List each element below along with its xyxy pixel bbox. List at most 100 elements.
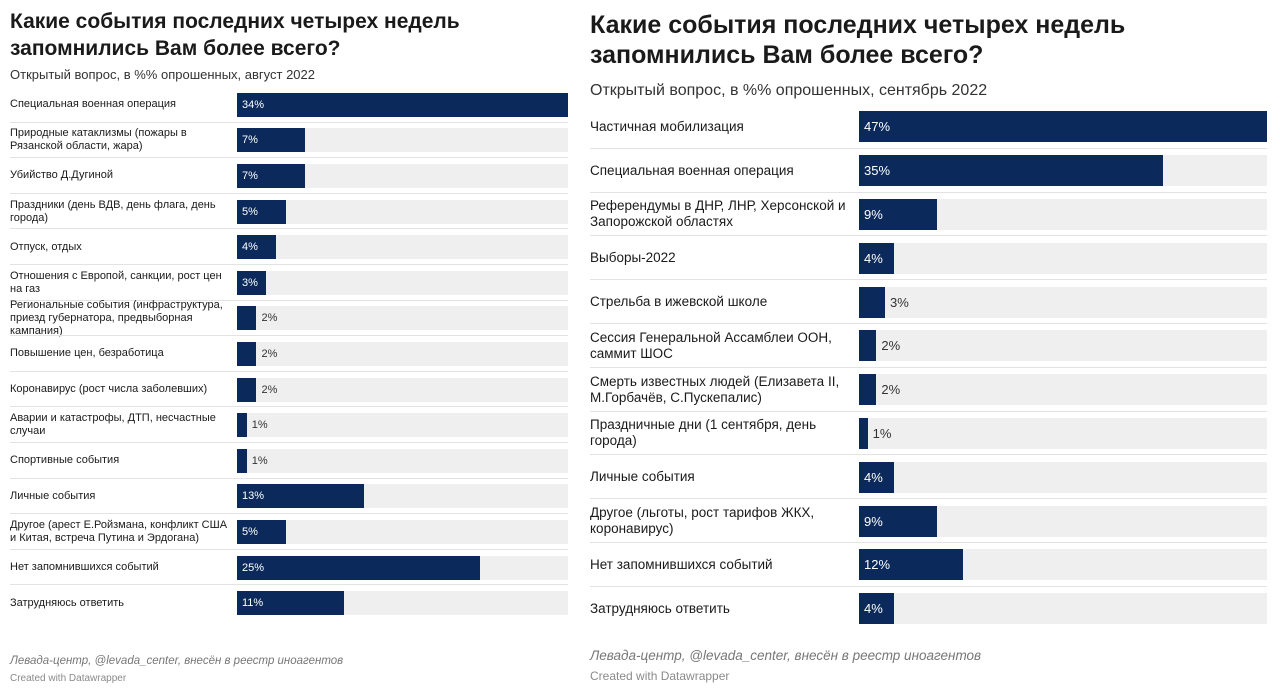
bar (237, 306, 257, 331)
datawrapper-credit: Created with Datawrapper (10, 673, 127, 684)
bar (859, 417, 868, 449)
value-label: 7% (242, 134, 258, 147)
category-label: Спортивные события (10, 454, 120, 467)
bar-row: Личные события 4% (580, 455, 1267, 500)
row-separator (10, 548, 568, 550)
bar (859, 505, 938, 537)
chart-title: Какие события последних четырех недель з… (590, 11, 1126, 69)
value-label: 4% (864, 601, 883, 617)
bar-row: Референдумы в ДНР, ЛНР, Херсонской и Зап… (580, 193, 1267, 237)
category-label: Отношения с Европой, санкции, рост цен н… (10, 269, 222, 295)
value-label: 2% (261, 312, 278, 325)
category-label: Убийство Д.Дугиной (10, 169, 113, 182)
bar (237, 377, 257, 402)
category-label: Другое (льготы, рост тарифов ЖКХ, корона… (590, 505, 815, 537)
value-label: 1% (251, 454, 268, 467)
bar-track: 3% (859, 286, 1267, 318)
row-separator (10, 228, 568, 230)
bar-row: Затрудняюсь ответить 4% (580, 587, 1267, 631)
bar-track: 4% (859, 461, 1267, 493)
bar-track: 13% (237, 484, 568, 509)
bar-track: 2% (859, 330, 1267, 362)
category-label: Региональные события (инфраструктура, пр… (10, 298, 223, 337)
source-note: Левада-центр, @levada_center, внесён в р… (590, 648, 982, 663)
bar-row: Стрельба в ижевской школе 3% (580, 280, 1267, 324)
bar-track: 2% (237, 341, 568, 366)
row-separator (590, 235, 1267, 237)
bar-row: Выборы-2022 4% (580, 236, 1267, 281)
bar (859, 111, 1267, 143)
bar (859, 330, 877, 362)
value-label: 1% (251, 419, 268, 432)
category-label: Нет запомнившихся событий (10, 561, 159, 574)
bar (237, 128, 306, 153)
bar-row: Праздники (день ВДВ, день флага, день го… (0, 194, 568, 230)
bar (859, 242, 894, 274)
category-label: Аварии и катастрофы, ДТП, несчастные слу… (10, 412, 216, 438)
bar (237, 555, 481, 580)
category-label: Специальная военная операция (10, 98, 176, 111)
bar-track: 35% (859, 155, 1267, 187)
bar-track: 4% (859, 242, 1267, 274)
category-label: Затрудняюсь ответить (10, 596, 125, 609)
bar (237, 413, 247, 438)
bar (859, 549, 964, 581)
row-separator (10, 477, 568, 479)
value-label: 2% (881, 338, 901, 354)
bar-row: Другое (льготы, рост тарифов ЖКХ, корона… (580, 499, 1267, 543)
category-label: Повышение цен, безработица (10, 347, 164, 360)
bar-row: Сессия Генеральной Ассамблеи ООН, саммит… (580, 324, 1267, 368)
value-label: 4% (864, 250, 883, 266)
bar (237, 92, 568, 117)
category-label: Смерть известных людей (Елизавета II, М.… (590, 373, 840, 405)
row-separator (10, 157, 568, 159)
bar-row: Праздничные дни (1 сентября, день города… (580, 412, 1267, 456)
bar-row: Повышение цен, безработица 2% (0, 336, 568, 372)
row-separator (590, 191, 1267, 193)
bar-track: 34% (237, 92, 568, 117)
value-label: 9% (864, 206, 883, 222)
bar-row: Смерть известных людей (Елизавета II, М.… (580, 368, 1267, 412)
row-separator (10, 263, 568, 265)
bar-track: 4% (237, 235, 568, 260)
bar-row: Частичная мобилизация 47% (580, 105, 1267, 149)
row-separator (10, 299, 568, 301)
bar-track: 1% (237, 448, 568, 473)
row-separator (590, 410, 1267, 412)
bar-row: Региональные события (инфраструктура, пр… (0, 298, 568, 337)
category-label: Референдумы в ДНР, ЛНР, Херсонской и Зап… (590, 198, 846, 230)
datawrapper-credit: Created with Datawrapper (590, 669, 730, 683)
value-label: 3% (242, 276, 258, 289)
bar-row: Природные катаклизмы (пожары в Рязанской… (0, 123, 568, 159)
bar-track: 5% (237, 199, 568, 224)
bar (859, 593, 894, 625)
bar-track: 4% (859, 593, 1267, 625)
category-label: Частичная мобилизация (590, 118, 744, 134)
bar-row: Убийство Д.Дугиной 7% (0, 158, 568, 194)
bar-row: Личные события 13% (0, 479, 568, 515)
row-separator (10, 121, 568, 123)
value-label: 4% (864, 469, 883, 485)
bar (237, 341, 257, 366)
august-chart-panel: Какие события последних четырех недель з… (0, 0, 575, 695)
value-label: 2% (261, 383, 278, 396)
row-separator (10, 335, 568, 337)
row-separator (10, 370, 568, 372)
bar (237, 519, 286, 544)
value-label: 5% (242, 205, 258, 218)
bar-track: 25% (237, 555, 568, 580)
category-label: Праздничные дни (1 сентября, день города… (590, 417, 817, 449)
bar-row: Нет запомнившихся событий 25% (0, 550, 568, 586)
value-label: 11% (242, 597, 264, 610)
bar (237, 199, 286, 224)
bar-row: Другое (арест Е.Ройзмана, конфликт США и… (0, 514, 568, 550)
category-label: Природные катаклизмы (пожары в Рязанской… (10, 127, 187, 153)
bar-track: 3% (237, 270, 568, 295)
bar-row: Нет запомнившихся событий 12% (580, 543, 1267, 587)
row-separator (10, 192, 568, 194)
category-label: Специальная военная операция (590, 162, 794, 178)
bar (237, 484, 364, 509)
category-label: Личные события (590, 469, 695, 485)
bar-track: 1% (859, 417, 1267, 449)
chart-subtitle: Открытый вопрос, в %% опрошенных, август… (10, 67, 315, 82)
